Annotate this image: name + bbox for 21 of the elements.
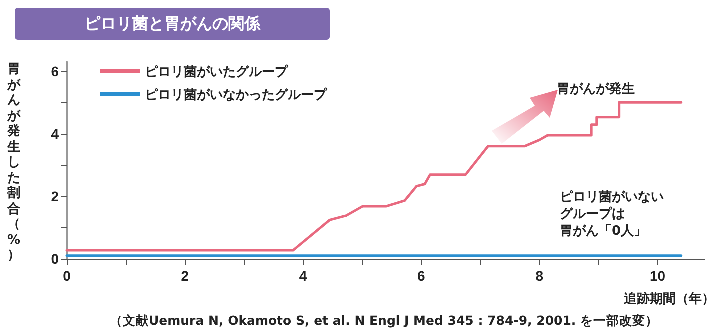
annotation: ピロリ菌がいない xyxy=(560,189,664,206)
annotation: 胃がんが発生 xyxy=(557,81,635,98)
chart-title: ピロリ菌と胃がんの関係 xyxy=(15,8,330,40)
annotation: グループは xyxy=(560,206,625,223)
legend-label: ピロリ菌がいたグループ xyxy=(145,64,289,79)
y-tick-label: 2 xyxy=(51,188,60,204)
y-tick-label: 4 xyxy=(51,126,60,142)
text: 胃がんが発生した割合（%） xyxy=(7,62,21,263)
x-tick-label: 8 xyxy=(536,268,544,284)
text: （文献Uemura N, Okamoto S, et al. N Engl J Med 345 : 784-9, 2001. を一部改変） xyxy=(110,313,659,330)
x-tick-label: 0 xyxy=(63,268,72,284)
x-tick-label: 6 xyxy=(418,268,426,284)
x-axis-title: 追跡期間（年） xyxy=(624,290,715,308)
y-tick-label: 6 xyxy=(51,63,60,80)
annotation: 胃がん「0人」 xyxy=(560,223,648,240)
y-tick-label: 0 xyxy=(51,251,60,267)
x-tick-label: 4 xyxy=(299,268,308,284)
legend-label: ピロリ菌がいなかったグループ xyxy=(145,87,328,102)
x-tick-label: 2 xyxy=(181,268,190,284)
x-tick-label: 10 xyxy=(650,268,666,284)
line-series xyxy=(66,101,683,252)
